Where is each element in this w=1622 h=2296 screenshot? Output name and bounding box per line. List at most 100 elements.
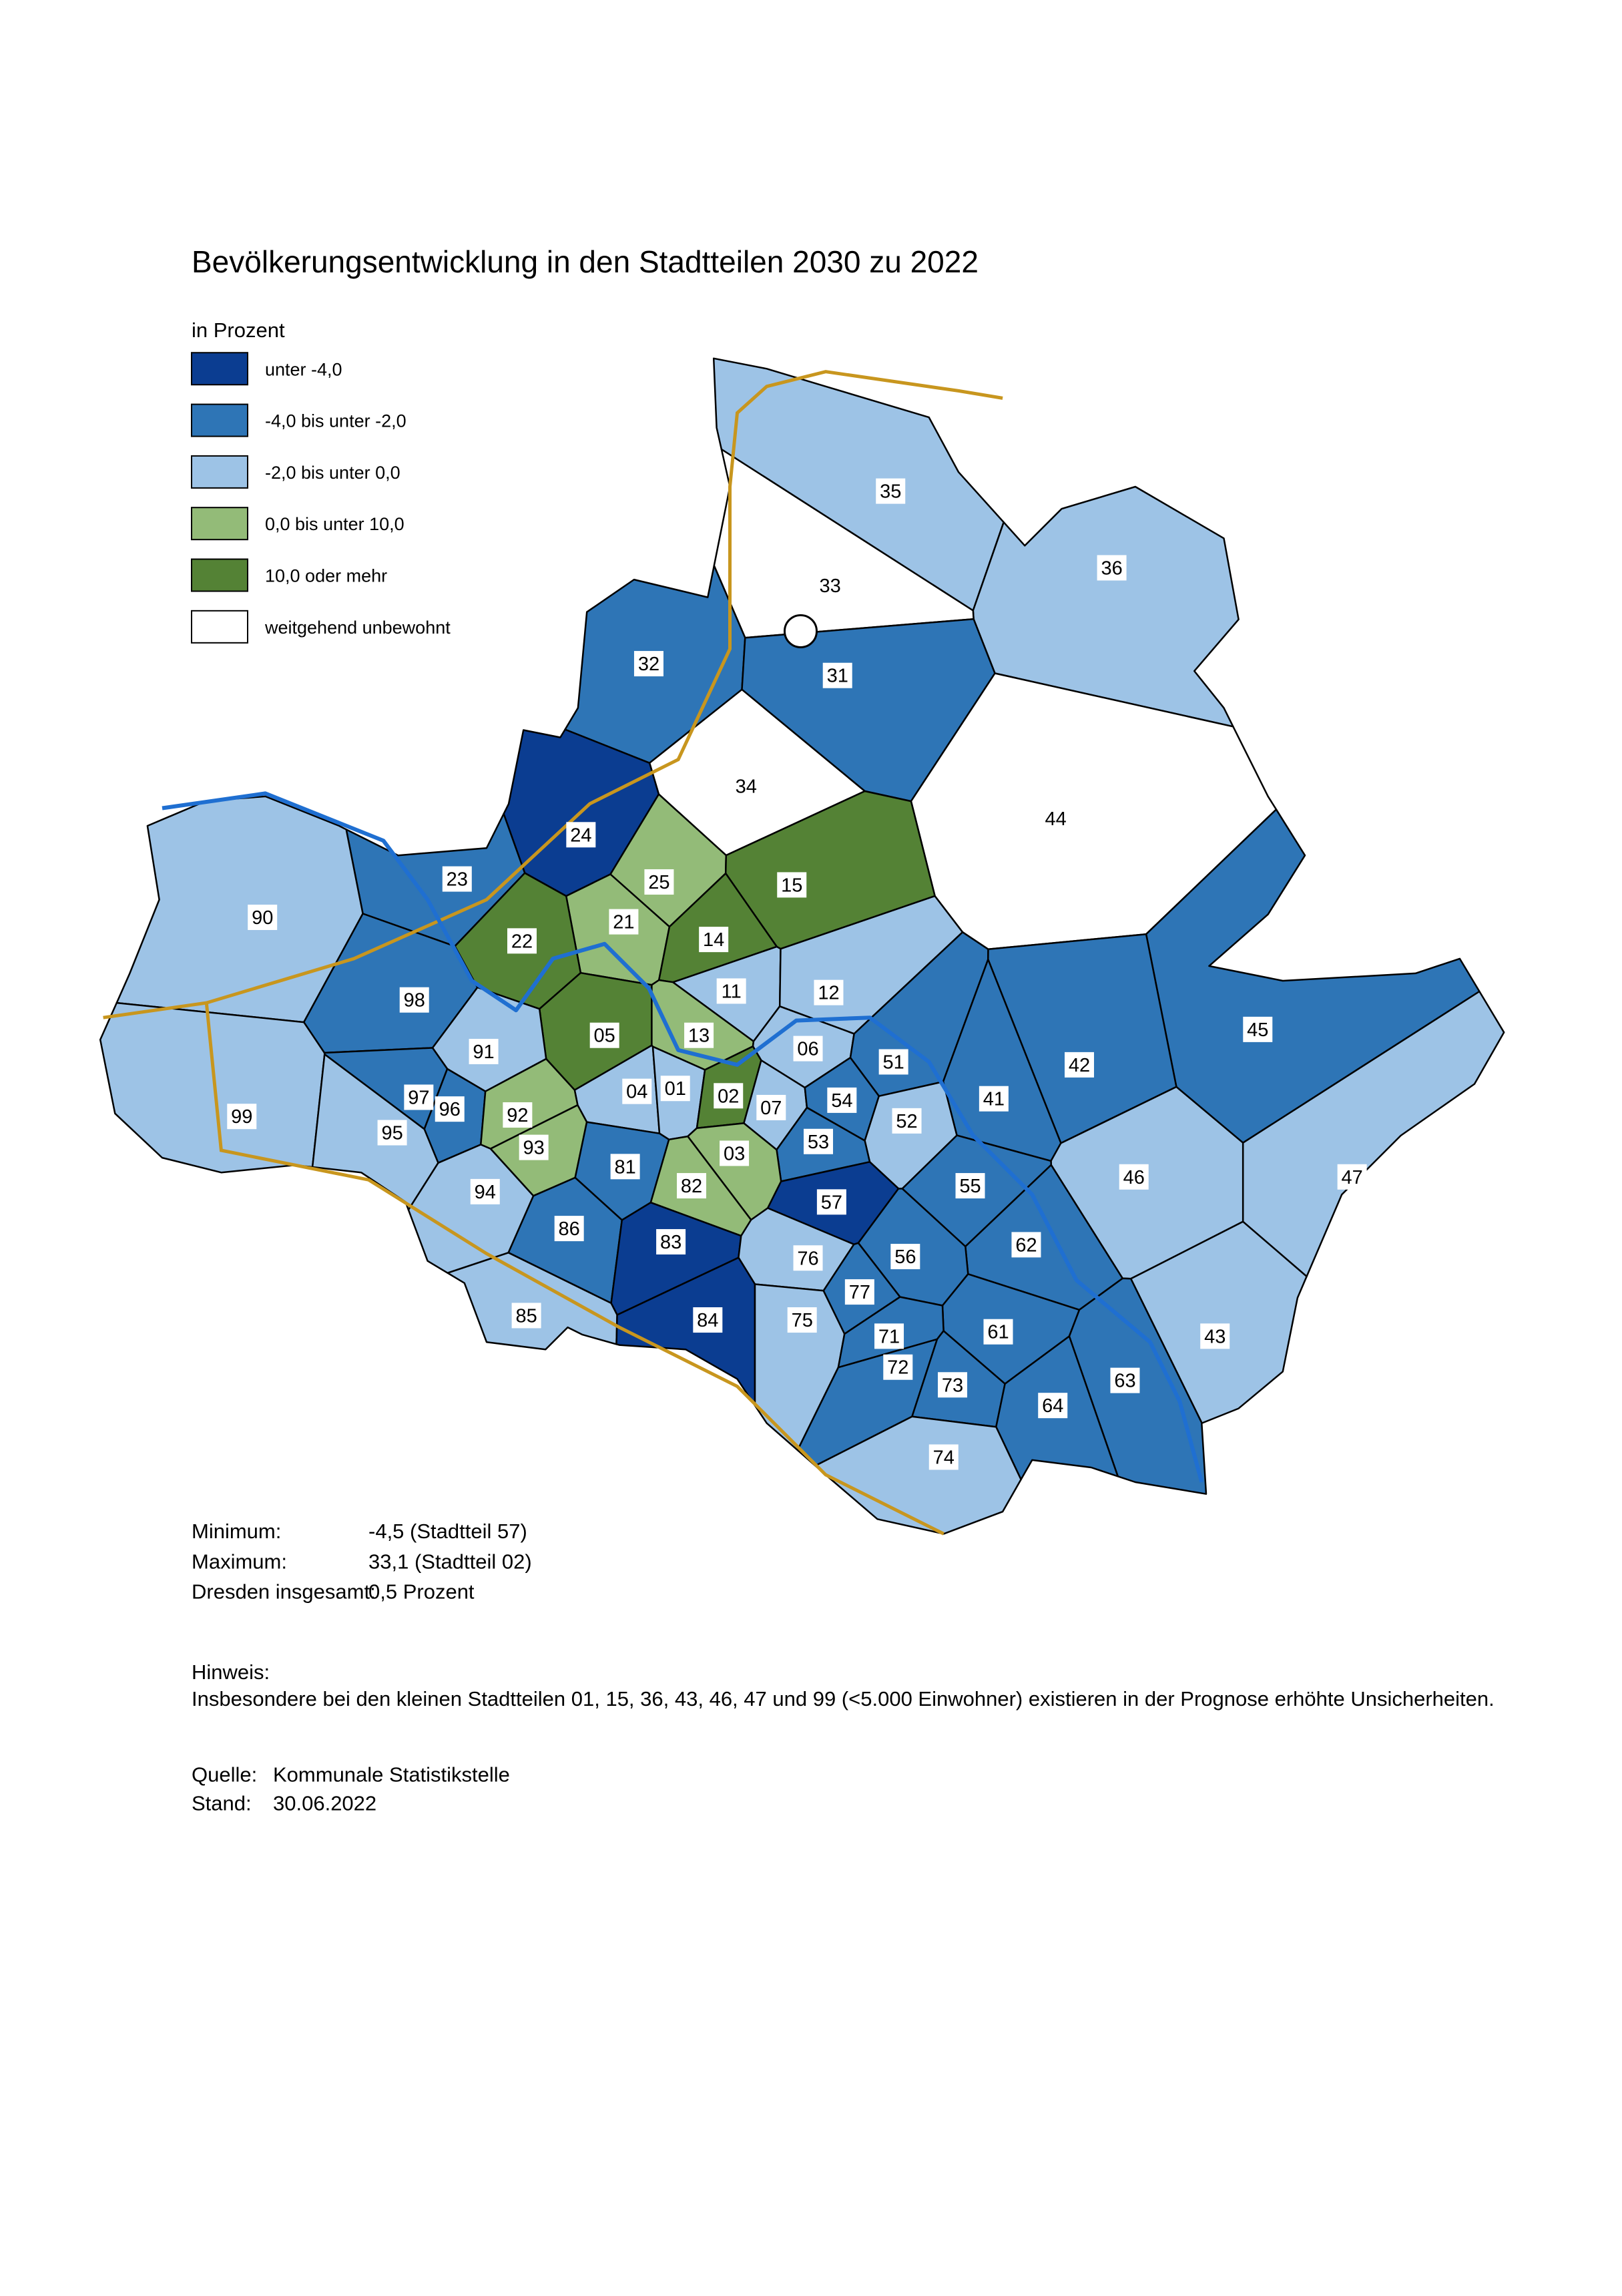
district-label-box [519, 1134, 549, 1160]
district-label: 98 [404, 990, 425, 1011]
district-label-box [876, 478, 906, 504]
district-label-box [377, 1120, 407, 1146]
title: Bevölkerungsentwicklung in den Stadtteil… [192, 244, 979, 279]
district-label: 06 [797, 1039, 818, 1060]
district-label: 71 [878, 1326, 900, 1347]
district-label-box [511, 1303, 541, 1329]
district-label-box [1097, 555, 1127, 581]
district-label: 95 [381, 1123, 402, 1144]
district-label-box [979, 1086, 1009, 1112]
district-label-box [793, 1245, 823, 1271]
district-label: 02 [718, 1086, 739, 1107]
district-label: 90 [252, 907, 273, 929]
district-label-box [1038, 1393, 1068, 1419]
legend-swatch [191, 507, 248, 541]
district-label: 11 [722, 981, 742, 1002]
district-label-box [503, 1102, 533, 1128]
stat-value: -4,5 (Stadtteil 57) [368, 1520, 527, 1543]
legend-swatch [191, 610, 248, 644]
source-value: Kommunale Statistikstelle [273, 1763, 510, 1786]
district-label: 73 [942, 1375, 963, 1396]
district-label: 25 [648, 872, 669, 893]
district-label-box [693, 1307, 723, 1333]
district-label-box [1064, 1052, 1094, 1078]
district-label: 44 [1045, 809, 1067, 830]
district-label-box [1110, 1367, 1140, 1393]
legend: unter -4,0 -4,0 bis unter -2,0 -2,0 bis un… [191, 352, 451, 644]
source: Quelle: Kommunale Statistikstelle Stand: 30… [192, 1763, 510, 1815]
district-label-box [1011, 1232, 1041, 1258]
district-label: 94 [475, 1182, 496, 1203]
district [1242, 990, 1505, 1278]
district-label: 24 [570, 825, 591, 846]
source-label: Stand: [192, 1792, 252, 1815]
district-label-box [589, 1022, 619, 1048]
stat-value: 33,1 (Stadtteil 02) [368, 1550, 532, 1573]
district-label-box [469, 1039, 499, 1065]
district-label-box [938, 1372, 968, 1398]
district [99, 1001, 326, 1174]
district-label-box [684, 1022, 714, 1048]
district-label: 15 [781, 875, 802, 896]
district [447, 1252, 618, 1351]
district-label: 96 [439, 1099, 461, 1120]
legend-heading: in Prozent [192, 318, 285, 342]
district-label: 43 [1204, 1326, 1226, 1347]
district-label: 45 [1247, 1019, 1268, 1041]
district-label-box [844, 1279, 874, 1305]
district-label: 32 [638, 654, 659, 675]
airport-icon [783, 614, 818, 648]
legend-swatch [191, 403, 248, 437]
district-label: 07 [760, 1098, 782, 1119]
district-label: 99 [231, 1106, 252, 1128]
district-label-box [622, 1078, 652, 1104]
district-label-box [1243, 1016, 1273, 1042]
district-label: 77 [849, 1282, 870, 1303]
district-label: 55 [959, 1176, 981, 1197]
statistics: Minimum: -4,5 (Stadtteil 57) Maximum: 33,1 … [192, 1520, 532, 1604]
highway [204, 1002, 944, 1536]
legend-label: weitgehend unbewohnt [264, 618, 451, 638]
district-label-box [566, 822, 596, 848]
district [1129, 1220, 1308, 1424]
district-label-box [874, 1323, 904, 1349]
district-label: 23 [447, 869, 468, 891]
district-label: 56 [894, 1246, 916, 1268]
district [615, 1256, 756, 1407]
district-label: 46 [1123, 1167, 1145, 1188]
district-label: 64 [1042, 1395, 1063, 1417]
legend-swatch [191, 558, 248, 592]
district-label: 53 [808, 1132, 829, 1153]
district-label-box [822, 662, 852, 688]
district-label: 74 [933, 1447, 955, 1468]
source-label: Quelle: [192, 1763, 257, 1786]
district-label: 54 [831, 1090, 852, 1112]
district-label-box [716, 978, 746, 1004]
district-label: 35 [880, 481, 901, 503]
district-label: 34 [736, 776, 757, 797]
district-label-box [633, 651, 663, 677]
legend-swatch [191, 352, 248, 386]
district-label-box [814, 979, 844, 1005]
district-label-box [1119, 1164, 1149, 1190]
district-label: 83 [660, 1232, 682, 1253]
district-label-box [609, 909, 639, 935]
district-label: 85 [515, 1305, 537, 1327]
district-label: 04 [626, 1082, 647, 1103]
district-label-box [816, 1189, 846, 1215]
district-label: 03 [724, 1143, 745, 1164]
district-label-box [883, 1354, 913, 1380]
district-label: 81 [614, 1156, 635, 1178]
district-label: 21 [613, 912, 634, 933]
district-label-box [660, 1076, 690, 1102]
district-label-box [677, 1173, 707, 1199]
district-label: 13 [688, 1025, 710, 1047]
district-label-box [435, 1096, 465, 1122]
district-label-box [442, 866, 472, 892]
district-labels: 35 36 33 32 31 34 44 24 25 15 23 90 21 22 14 11 12 98 05 13… [227, 478, 1367, 1470]
district-label-box [248, 904, 278, 930]
district-label-box [1200, 1323, 1230, 1349]
district-label-box [892, 1108, 922, 1134]
district-label-box [756, 1094, 786, 1120]
district-label: 84 [697, 1310, 718, 1331]
